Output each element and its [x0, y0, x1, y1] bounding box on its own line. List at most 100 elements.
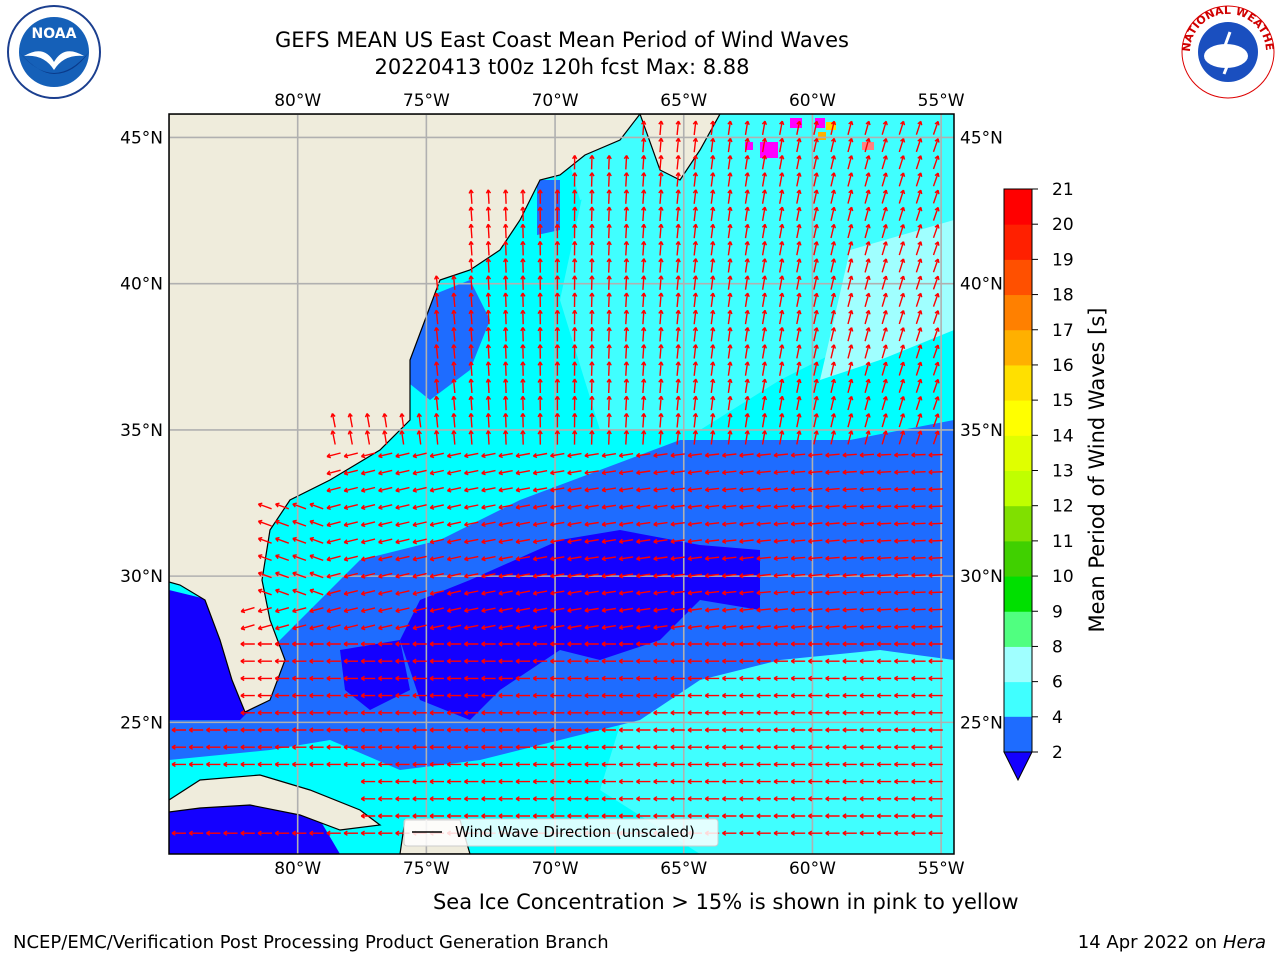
wave-direction-arrow	[658, 172, 664, 187]
wave-direction-arrow	[498, 761, 513, 768]
wave-direction-arrow	[515, 744, 530, 750]
wave-direction-arrow	[309, 727, 324, 733]
legend-label: Wind Wave Direction (unscaled)	[455, 823, 695, 841]
wave-direction-arrow	[550, 727, 565, 733]
wave-direction-arrow	[641, 258, 647, 273]
wave-direction-arrow	[636, 504, 651, 510]
wave-direction-arrow	[502, 327, 509, 342]
wave-direction-arrow	[360, 727, 376, 733]
wave-direction-arrow	[309, 710, 324, 716]
wave-direction-arrow	[744, 120, 750, 136]
wave-direction-arrow	[520, 361, 526, 376]
wave-direction-arrow	[485, 430, 492, 445]
wave-direction-arrow	[257, 554, 272, 562]
wave-direction-arrow	[911, 658, 926, 664]
wave-direction-arrow	[468, 361, 474, 376]
wave-direction-arrow	[704, 813, 720, 819]
wave-direction-arrow	[859, 727, 874, 733]
wave-direction-arrow	[687, 658, 702, 664]
wave-direction-arrow	[710, 395, 716, 411]
lon-label-bottom: 70°W	[532, 859, 579, 879]
wave-direction-arrow	[653, 624, 668, 631]
wave-direction-arrow	[859, 607, 875, 613]
wave-direction-arrow	[928, 658, 943, 664]
wave-direction-arrow	[572, 292, 578, 308]
wave-direction-arrow	[537, 395, 543, 411]
wave-direction-arrow	[567, 796, 582, 802]
wave-direction-arrow	[429, 504, 444, 510]
colorbar-segment	[1004, 681, 1032, 718]
wave-direction-arrow	[670, 744, 685, 750]
wave-direction-arrow	[601, 675, 616, 682]
wave-direction-arrow	[859, 555, 875, 561]
wave-direction-arrow	[412, 692, 427, 699]
wave-direction-arrow	[636, 796, 651, 802]
wave-direction-arrow	[481, 658, 496, 664]
wave-direction-arrow	[756, 452, 771, 458]
wave-direction-arrow	[911, 830, 926, 836]
wave-direction-arrow	[911, 778, 926, 785]
wave-direction-arrow	[773, 538, 789, 544]
wave-direction-arrow	[670, 452, 685, 458]
wave-direction-arrow	[876, 727, 892, 733]
colorbar-segment	[1004, 435, 1032, 471]
wave-direction-arrow	[894, 486, 909, 493]
wave-direction-arrow	[859, 504, 875, 510]
wave-direction-arrow	[915, 172, 923, 187]
wave-direction-arrow	[847, 395, 854, 411]
wave-direction-arrow	[911, 675, 926, 682]
wave-direction-arrow	[206, 744, 221, 750]
wave-direction-arrow	[710, 430, 716, 445]
colorbar-tick-label: 21	[1052, 180, 1074, 200]
wave-direction-arrow	[520, 430, 526, 445]
wave-direction-arrow	[468, 206, 474, 222]
wave-direction-arrow	[240, 830, 255, 836]
field-band-under-2	[400, 530, 760, 720]
wave-direction-arrow	[520, 223, 526, 239]
wave-direction-arrow	[498, 813, 513, 819]
wave-direction-arrow	[692, 120, 699, 136]
wave-direction-arrow	[847, 120, 854, 135]
wave-direction-arrow	[292, 641, 307, 647]
wave-direction-arrow	[532, 778, 548, 785]
wave-direction-arrow	[618, 675, 634, 682]
wave-direction-arrow	[343, 624, 358, 631]
wave-direction-arrow	[796, 413, 802, 428]
wave-direction-arrow	[550, 521, 565, 527]
wave-direction-arrow	[532, 504, 548, 510]
wave-direction-arrow	[932, 361, 940, 376]
wave-direction-arrow	[589, 309, 595, 325]
wave-direction-arrow	[326, 452, 341, 459]
wave-direction-arrow	[343, 761, 358, 768]
wave-direction-arrow	[710, 172, 716, 187]
wave-direction-arrow	[722, 761, 737, 768]
wave-direction-arrow	[721, 504, 737, 510]
wave-direction-arrow	[911, 607, 926, 613]
wave-direction-arrow	[464, 521, 479, 527]
wave-direction-arrow	[687, 692, 702, 699]
wave-direction-arrow	[898, 292, 906, 307]
wave-direction-arrow	[932, 275, 940, 290]
wave-direction-arrow	[864, 223, 871, 239]
wave-direction-arrow	[395, 469, 410, 476]
wave-direction-arrow	[864, 275, 871, 290]
wave-direction-arrow	[898, 223, 906, 239]
wave-direction-arrow	[675, 275, 681, 290]
wave-direction-arrow	[658, 258, 664, 273]
wave-direction-arrow	[641, 240, 647, 256]
wave-direction-arrow	[206, 830, 221, 836]
wave-direction-arrow	[446, 675, 462, 682]
wave-direction-arrow	[567, 504, 582, 510]
wave-direction-arrow	[727, 344, 733, 359]
svg-text:NOAA: NOAA	[32, 26, 77, 42]
wave-direction-arrow	[292, 607, 307, 614]
wave-direction-arrow	[309, 607, 324, 614]
wave-direction-arrow	[675, 189, 681, 204]
wave-direction-arrow	[498, 692, 513, 699]
wave-direction-arrow	[378, 641, 393, 647]
wave-direction-arrow	[739, 607, 754, 613]
wave-direction-arrow	[485, 223, 492, 239]
colorbar-segment	[1004, 400, 1032, 436]
wave-direction-arrow	[859, 590, 875, 596]
wave-direction-arrow	[692, 412, 699, 428]
